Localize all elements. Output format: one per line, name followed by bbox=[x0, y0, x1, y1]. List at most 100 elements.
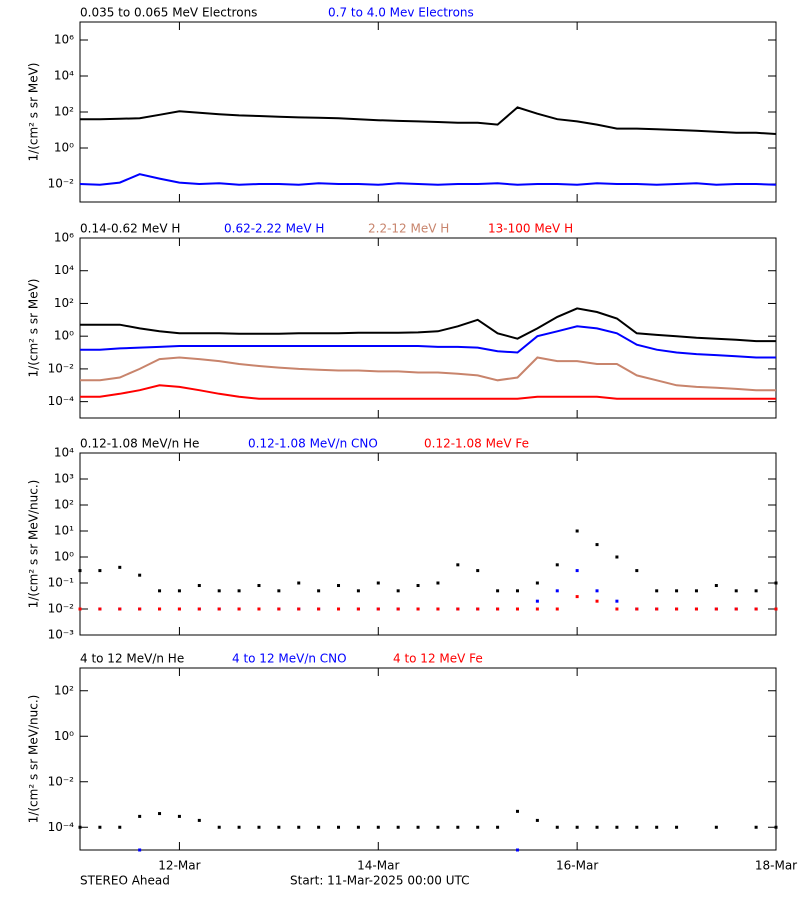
point bbox=[217, 825, 221, 829]
point bbox=[356, 607, 360, 611]
point bbox=[675, 825, 679, 829]
point bbox=[356, 825, 360, 829]
point bbox=[595, 825, 599, 829]
point bbox=[496, 825, 500, 829]
point bbox=[515, 809, 519, 813]
y-tick-label: 10⁻⁴ bbox=[48, 820, 75, 834]
point bbox=[98, 825, 102, 829]
point bbox=[774, 607, 778, 611]
point bbox=[535, 581, 539, 585]
x-tick-label: 16-Mar bbox=[556, 859, 598, 873]
y-axis-label: 1/(cm² s sr MeV/nuc.) bbox=[27, 695, 41, 824]
point bbox=[476, 607, 480, 611]
point bbox=[515, 589, 519, 593]
point bbox=[535, 599, 539, 603]
legend-label: 4 to 12 MeV Fe bbox=[393, 652, 483, 666]
y-tick-label: 10¹ bbox=[54, 524, 74, 538]
footer-left: STEREO Ahead bbox=[80, 874, 170, 888]
series-line bbox=[80, 325, 776, 359]
point bbox=[575, 825, 579, 829]
point bbox=[277, 825, 281, 829]
y-tick-label: 10² bbox=[54, 296, 74, 310]
y-tick-label: 10⁰ bbox=[54, 329, 74, 343]
point bbox=[396, 825, 400, 829]
legend-label: 0.035 to 0.065 MeV Electrons bbox=[80, 6, 257, 20]
legend-label: 0.12-1.08 MeV/n CNO bbox=[248, 437, 378, 451]
point bbox=[416, 584, 420, 588]
point bbox=[615, 555, 619, 559]
point bbox=[317, 607, 321, 611]
point bbox=[655, 607, 659, 611]
point bbox=[118, 607, 122, 611]
point bbox=[595, 543, 599, 547]
y-axis-label: 1/(cm² s sr MeV) bbox=[27, 279, 41, 378]
point bbox=[496, 589, 500, 593]
y-tick-label: 10⁻³ bbox=[48, 628, 75, 642]
point bbox=[78, 607, 82, 611]
y-tick-label: 10² bbox=[54, 683, 74, 697]
point bbox=[575, 529, 579, 533]
point bbox=[714, 825, 718, 829]
point bbox=[635, 825, 639, 829]
y-tick-label: 10⁴ bbox=[54, 69, 74, 83]
point bbox=[396, 589, 400, 593]
y-tick-label: 10⁻¹ bbox=[48, 576, 75, 590]
y-axis-label: 1/(cm² s sr MeV) bbox=[27, 63, 41, 162]
legend-label: 0.62-2.22 MeV H bbox=[224, 222, 324, 236]
point bbox=[197, 818, 201, 822]
point bbox=[615, 607, 619, 611]
point bbox=[177, 607, 181, 611]
point bbox=[496, 607, 500, 611]
point bbox=[98, 569, 102, 573]
point bbox=[675, 607, 679, 611]
y-tick-label: 10⁻⁴ bbox=[48, 394, 75, 408]
point bbox=[555, 607, 559, 611]
legend-label: 0.12-1.08 MeV/n He bbox=[80, 437, 199, 451]
legend-label: 2.2-12 MeV H bbox=[368, 222, 449, 236]
point bbox=[595, 589, 599, 593]
point bbox=[138, 814, 142, 818]
point bbox=[754, 825, 758, 829]
point bbox=[78, 825, 82, 829]
point bbox=[317, 825, 321, 829]
point bbox=[476, 569, 480, 573]
legend-label: 4 to 12 MeV/n CNO bbox=[232, 652, 347, 666]
point bbox=[277, 589, 281, 593]
y-tick-label: 10⁻² bbox=[48, 177, 75, 191]
point bbox=[138, 848, 142, 852]
point bbox=[595, 599, 599, 603]
y-tick-label: 10⁻² bbox=[48, 361, 75, 375]
point bbox=[635, 607, 639, 611]
y-tick-label: 10⁰ bbox=[54, 729, 74, 743]
point bbox=[734, 589, 738, 593]
point bbox=[456, 607, 460, 611]
point bbox=[118, 825, 122, 829]
x-tick-label: 12-Mar bbox=[158, 859, 200, 873]
point bbox=[158, 812, 162, 816]
point bbox=[456, 825, 460, 829]
point bbox=[416, 607, 420, 611]
point bbox=[575, 569, 579, 573]
point bbox=[337, 584, 341, 588]
legend-label: 13-100 MeV H bbox=[488, 222, 573, 236]
point bbox=[217, 589, 221, 593]
point bbox=[555, 825, 559, 829]
point bbox=[734, 607, 738, 611]
point bbox=[535, 818, 539, 822]
point bbox=[774, 825, 778, 829]
point bbox=[197, 584, 201, 588]
point bbox=[217, 607, 221, 611]
point bbox=[98, 607, 102, 611]
point bbox=[177, 814, 181, 818]
point bbox=[655, 589, 659, 593]
point bbox=[436, 581, 440, 585]
point bbox=[694, 589, 698, 593]
point bbox=[257, 584, 261, 588]
point bbox=[158, 589, 162, 593]
y-tick-label: 10⁶ bbox=[54, 231, 74, 245]
y-tick-label: 10⁰ bbox=[54, 141, 74, 155]
point bbox=[257, 607, 261, 611]
point bbox=[555, 563, 559, 567]
point bbox=[277, 607, 281, 611]
